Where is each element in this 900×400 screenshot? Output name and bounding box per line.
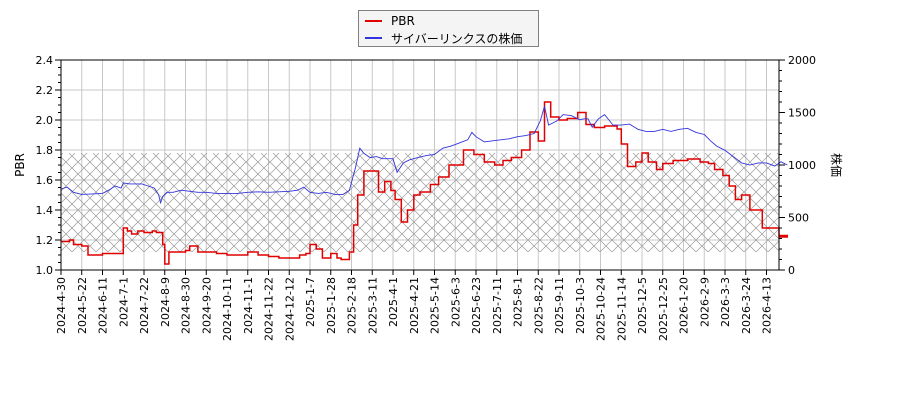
x-tick-label: 2024-11-22 bbox=[263, 277, 276, 341]
legend-item-stock-price: サイバーリンクスの株価 bbox=[359, 30, 522, 46]
x-tick-label: 2024-7-1 bbox=[117, 277, 130, 327]
x-tick-label: 2024-5-22 bbox=[76, 277, 89, 334]
left-tick-label: 2.2 bbox=[36, 84, 54, 97]
legend-swatch-stock-price bbox=[365, 37, 382, 39]
x-tick-label: 2025-3-11 bbox=[366, 277, 379, 334]
x-tick-label: 2026-3-24 bbox=[740, 277, 753, 334]
left-tick-label: 1.8 bbox=[36, 144, 54, 157]
x-tick-label: 2025-1-28 bbox=[325, 277, 338, 334]
x-tick-label: 2024-11-1 bbox=[242, 277, 255, 334]
left-tick-label: 1.6 bbox=[36, 174, 54, 187]
pbr-line bbox=[61, 101, 789, 265]
x-tick-label: 2024-6-11 bbox=[97, 277, 110, 334]
x-tick-label: 2026-4-13 bbox=[761, 277, 774, 334]
x-tick-label: 2025-10-3 bbox=[574, 277, 587, 334]
right-tick-label: 1500 bbox=[788, 107, 816, 120]
x-tick-label: 2024-8-30 bbox=[180, 277, 193, 334]
legend-item-pbr: PBR bbox=[359, 13, 415, 29]
x-axis: 2024-4-30 2024-5-22 2024-6-11 2024-7-1 2024-… bbox=[55, 270, 774, 341]
x-tick-label: 2024-9-20 bbox=[200, 277, 213, 334]
x-tick-label: 2024-7-22 bbox=[138, 277, 151, 334]
x-tick-label: 2025-11-14 bbox=[615, 277, 628, 341]
x-tick-label: 2025-1-7 bbox=[304, 277, 317, 327]
right-tick-label: 500 bbox=[788, 212, 809, 225]
legend-swatch-pbr bbox=[365, 20, 382, 22]
left-tick-label: 1.0 bbox=[36, 264, 54, 277]
left-tick-label: 1.2 bbox=[36, 234, 54, 247]
chart-legend: PBR サイバーリンクスの株価 bbox=[358, 10, 539, 47]
x-tick-label: 2025-9-11 bbox=[553, 277, 566, 334]
left-tick-label: 2.0 bbox=[36, 114, 54, 127]
x-tick-label: 2024-8-9 bbox=[159, 277, 172, 327]
left-axis-title: PBR bbox=[13, 153, 27, 177]
x-tick-label: 2024-10-11 bbox=[221, 277, 234, 341]
x-tick-label: 2025-6-23 bbox=[470, 277, 483, 334]
x-tick-label: 2024-4-30 bbox=[55, 277, 68, 334]
x-tick-label: 2025-6-3 bbox=[449, 277, 462, 327]
x-tick-label: 2025-8-1 bbox=[512, 277, 525, 327]
x-tick-label: 2026-1-20 bbox=[678, 277, 691, 334]
x-tick-label: 2026-2-9 bbox=[698, 277, 711, 327]
x-tick-label: 2024-12-12 bbox=[283, 277, 296, 341]
shaded-range-band bbox=[61, 153, 779, 252]
legend-label-stock-price: サイバーリンクスの株価 bbox=[391, 31, 523, 46]
left-tick-label: 1.4 bbox=[36, 204, 54, 217]
x-tick-label: 2025-10-24 bbox=[595, 277, 608, 341]
x-tick-label: 2026-3-3 bbox=[719, 277, 732, 327]
right-tick-label: 1000 bbox=[788, 159, 816, 172]
x-tick-label: 2025-7-11 bbox=[491, 277, 504, 334]
legend-label-pbr: PBR bbox=[391, 14, 415, 28]
right-axis-title: 株価 bbox=[829, 153, 844, 177]
right-y-axis: 0 500 1000 1500 2000 bbox=[779, 54, 816, 277]
right-tick-label: 0 bbox=[788, 264, 795, 277]
x-tick-label: 2025-12-5 bbox=[636, 277, 649, 334]
x-tick-label: 2025-12-25 bbox=[657, 277, 670, 341]
right-tick-label: 2000 bbox=[788, 54, 816, 67]
x-tick-label: 2025-5-14 bbox=[429, 277, 442, 334]
data-series bbox=[60, 101, 789, 265]
x-tick-label: 2025-4-1 bbox=[387, 277, 400, 327]
x-tick-label: 2025-2-18 bbox=[346, 277, 359, 334]
x-tick-label: 2025-8-22 bbox=[532, 277, 545, 334]
stock-price-line bbox=[60, 106, 788, 205]
x-tick-label: 2025-4-21 bbox=[408, 277, 421, 334]
left-y-axis: 1.0 1.2 1.4 1.6 1.8 2.0 2.2 2.4 bbox=[36, 54, 61, 277]
left-tick-label: 2.4 bbox=[36, 54, 54, 67]
